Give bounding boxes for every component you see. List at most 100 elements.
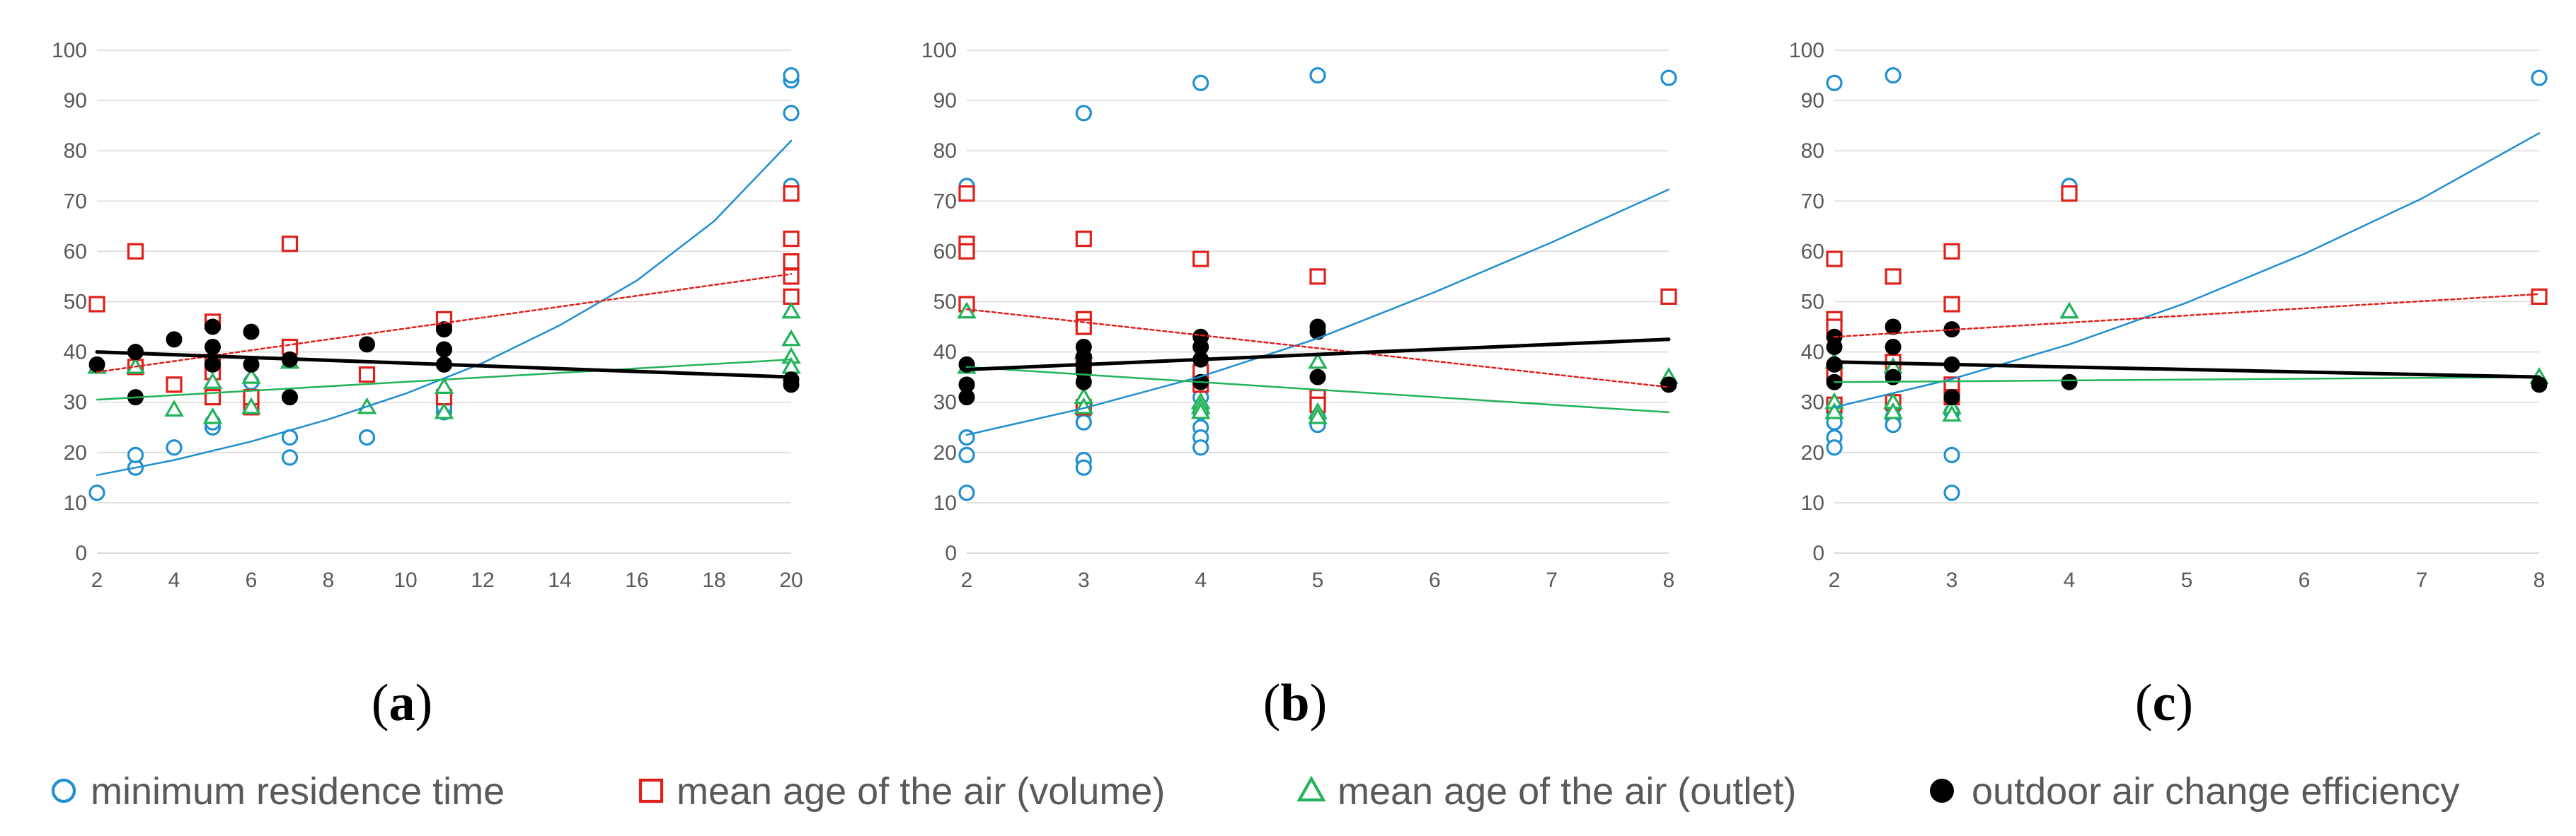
data-point <box>1826 338 1843 355</box>
y-tick-label: 90 <box>64 89 87 112</box>
data-point <box>358 429 376 446</box>
data-point <box>1308 352 1328 369</box>
trendline-mean-age-volume <box>1833 293 2541 338</box>
trendline-minimum-residence-time <box>96 139 793 477</box>
y-tick-label: 100 <box>1789 39 1824 62</box>
data-point <box>1826 74 1843 91</box>
data-point <box>783 66 800 84</box>
data-point <box>958 484 975 501</box>
y-tick-label: 10 <box>64 492 87 515</box>
legend-label: mean age of the air (outlet) <box>1338 770 1796 813</box>
legend-label: minimum residence time <box>91 770 505 813</box>
data-point <box>434 377 454 394</box>
data-point <box>127 243 144 260</box>
data-point <box>958 446 975 463</box>
data-point <box>1075 414 1092 431</box>
panel-label-a: (a) <box>372 674 432 732</box>
y-tick-label: 90 <box>1801 89 1824 112</box>
y-tick-label: 0 <box>945 542 957 565</box>
data-point <box>243 323 260 340</box>
y-tick-label: 70 <box>1801 190 1824 213</box>
series-minimum-residence-time <box>88 66 800 501</box>
data-point <box>1192 74 1209 91</box>
data-point <box>1826 250 1843 267</box>
data-point <box>1826 439 1843 456</box>
x-tick-label: 8 <box>2534 569 2546 592</box>
data-point <box>241 397 261 414</box>
data-point <box>1309 368 1326 385</box>
y-tick-label: 30 <box>64 391 87 414</box>
y-tick-label: 50 <box>933 291 957 314</box>
data-point <box>1192 439 1209 456</box>
y-tick-label: 10 <box>1801 492 1824 515</box>
data-point <box>1075 231 1092 248</box>
y-tick-label: 30 <box>1801 391 1824 414</box>
data-point <box>783 253 800 270</box>
trendline-minimum-residence-time <box>1833 132 2541 409</box>
data-point <box>1192 250 1209 267</box>
y-tick-label: 0 <box>1812 542 1824 565</box>
legend-label: mean age of the air (volume) <box>677 770 1165 813</box>
data-point <box>1075 105 1092 122</box>
data-point <box>1885 66 1902 84</box>
legend-item-mean-age-outlet: mean age of the air (outlet) <box>1296 770 1796 813</box>
legend: minimum residence time mean age of the ai… <box>51 770 2459 813</box>
data-point <box>164 400 184 417</box>
panel-label-c: (c) <box>2135 674 2193 732</box>
data-point <box>1943 446 1960 463</box>
y-tick-label: 30 <box>933 391 957 414</box>
data-point <box>2061 185 2078 202</box>
series-outdoor-air-change-efficiency <box>1826 318 2548 406</box>
legend-marker <box>1296 775 1326 802</box>
x-tick-label: 6 <box>1429 569 1441 592</box>
data-point <box>783 231 800 248</box>
y-tick-label: 90 <box>933 89 957 112</box>
data-point <box>436 321 452 338</box>
data-point <box>1885 318 1902 335</box>
y-tick-label: 100 <box>921 39 957 62</box>
data-point <box>783 376 800 393</box>
y-tick-label: 100 <box>52 39 87 62</box>
x-tick-label: 2 <box>91 569 103 592</box>
x-tick-label: 4 <box>168 569 180 592</box>
x-tick-label: 14 <box>548 569 571 592</box>
data-point <box>281 449 299 466</box>
x-tick-label: 4 <box>1195 569 1207 592</box>
data-point <box>1943 296 1960 313</box>
data-point <box>281 236 299 252</box>
y-tick-label: 70 <box>64 190 87 213</box>
x-tick-label: 18 <box>702 569 725 592</box>
data-point <box>1075 373 1092 390</box>
y-tick-label: 20 <box>933 441 957 465</box>
y-tick-label: 40 <box>933 341 957 364</box>
y-tick-label: 50 <box>1801 291 1824 314</box>
trendline-outdoor-air-change-efficiency <box>965 337 1671 371</box>
y-tick-label: 20 <box>1801 441 1824 465</box>
data-point <box>1885 268 1902 285</box>
y-tick-label: 70 <box>933 190 957 213</box>
data-point <box>358 366 376 383</box>
legend-item-minimum-residence-time: minimum residence time <box>51 770 505 813</box>
data-point <box>2061 373 2078 390</box>
y-tick-label: 60 <box>1801 240 1824 263</box>
legend-marker <box>51 778 76 803</box>
data-point <box>166 439 183 456</box>
y-tick-label: 80 <box>1801 139 1824 163</box>
y-tick-label: 40 <box>1801 341 1824 364</box>
data-point <box>88 484 105 501</box>
y-tick-label: 60 <box>64 240 87 263</box>
trendline-mean-age-outlet <box>965 366 1670 414</box>
x-tick-label: 2 <box>961 569 973 592</box>
data-point <box>1943 389 1960 406</box>
x-tick-label: 2 <box>1829 569 1841 592</box>
data-point <box>1942 405 1962 422</box>
data-point <box>1308 407 1328 424</box>
trendline-mean-age-outlet <box>96 359 793 401</box>
data-point <box>359 336 375 353</box>
data-point <box>958 429 975 446</box>
data-point <box>1075 459 1092 476</box>
x-tick-label: 8 <box>1663 569 1675 592</box>
data-point <box>434 402 454 419</box>
data-point <box>1309 323 1326 340</box>
